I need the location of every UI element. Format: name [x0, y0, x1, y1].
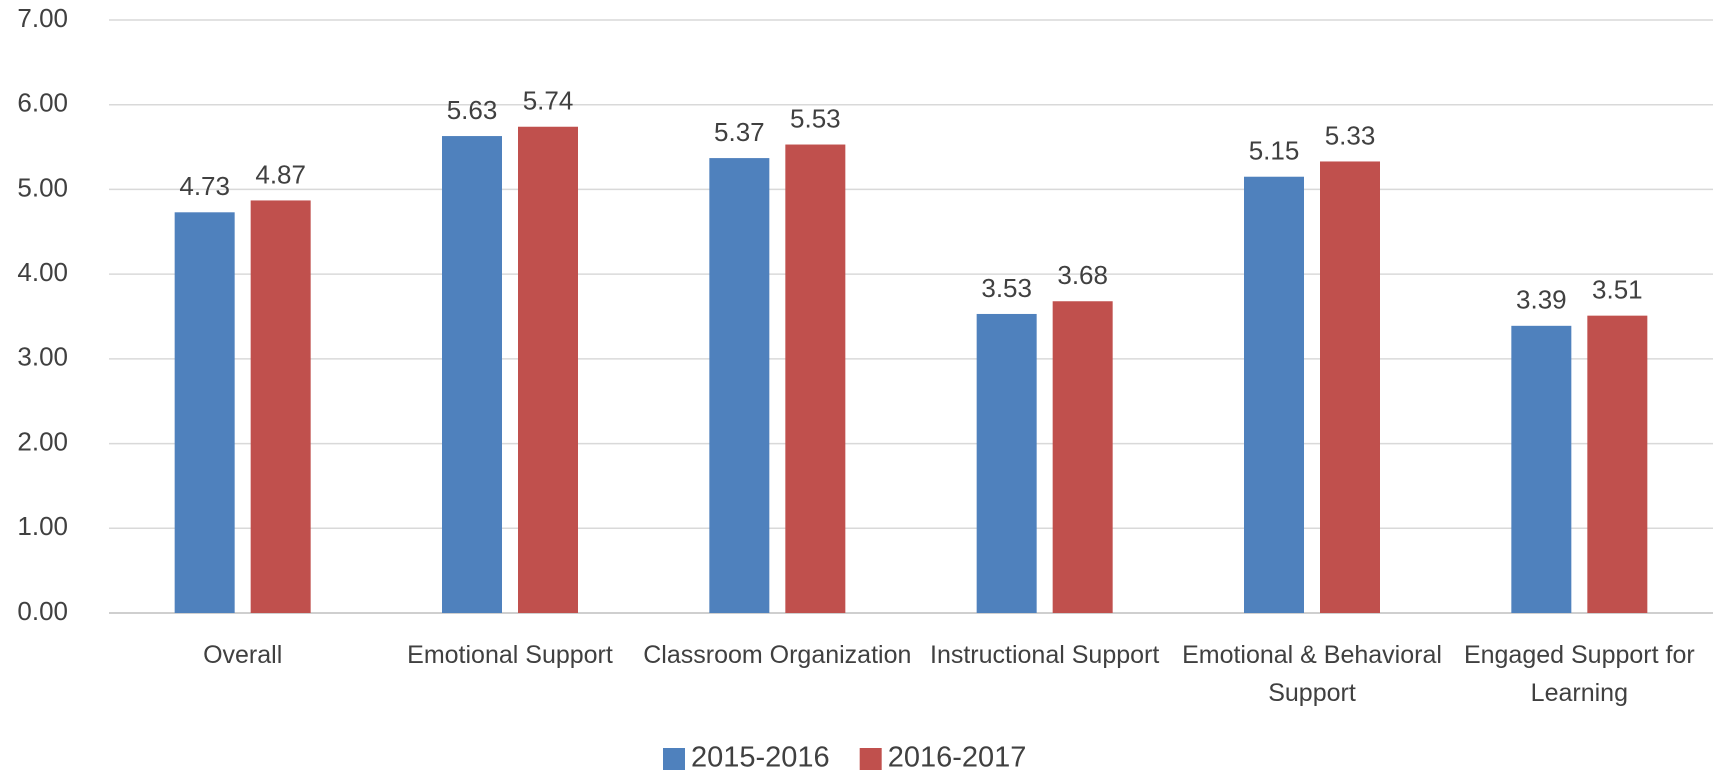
legend-label: 2016-2017 [888, 742, 1027, 774]
y-tick-label: 1.00 [17, 511, 68, 541]
legend-label: 2015-2016 [691, 742, 830, 774]
x-tick-label: Emotional Support [407, 641, 613, 669]
legend-swatch [663, 748, 685, 770]
bar [1587, 315, 1648, 613]
data-label: 5.74 [523, 86, 574, 116]
bar [976, 313, 1037, 613]
bar [442, 136, 502, 613]
bar [174, 212, 235, 613]
y-tick-label: 2.00 [17, 426, 68, 456]
data-label: 3.53 [981, 273, 1032, 303]
x-tick-label: Classroom Organization [643, 641, 912, 669]
y-tick-label: 4.00 [17, 257, 68, 287]
x-tick-label: Engaged Support for Learning [1463, 641, 1695, 707]
data-label: 3.39 [1516, 285, 1567, 315]
bar [250, 200, 311, 614]
bar [785, 144, 846, 613]
y-tick-label: 0.00 [17, 596, 68, 626]
data-label: 5.63 [447, 95, 498, 125]
bar [1052, 301, 1113, 613]
data-label: 3.51 [1592, 275, 1643, 305]
bar [1511, 325, 1572, 613]
bar [709, 158, 770, 613]
x-tick-label: Instructional Support [930, 641, 1160, 669]
legend-swatch [859, 748, 882, 770]
y-tick-label: 6.00 [17, 88, 68, 118]
bar [518, 126, 578, 614]
data-label: 5.33 [1325, 120, 1376, 150]
x-tick-label: Emotional & Behavioral Support [1182, 641, 1442, 707]
y-tick-label: 5.00 [17, 172, 68, 202]
y-tick-label: 7.00 [17, 3, 68, 33]
data-label: 5.37 [714, 117, 765, 147]
bar [1320, 161, 1380, 614]
data-label: 3.68 [1057, 260, 1108, 290]
x-tick-label: Overall [203, 641, 283, 669]
data-label: 5.53 [790, 103, 841, 133]
data-label: 4.73 [179, 171, 230, 201]
data-label: 4.87 [255, 159, 306, 189]
data-label: 5.15 [1249, 136, 1300, 166]
y-tick-label: 3.00 [17, 342, 68, 372]
bar [1244, 176, 1304, 613]
